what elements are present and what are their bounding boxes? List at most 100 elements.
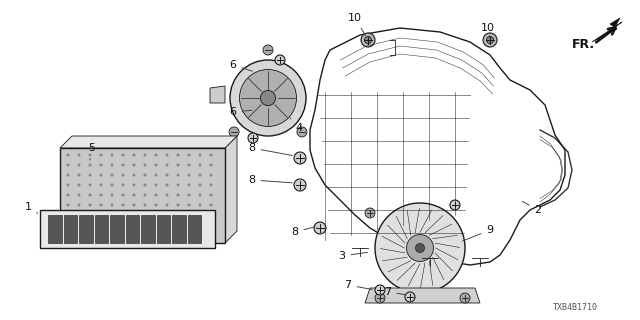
Circle shape: [154, 213, 157, 217]
Polygon shape: [225, 136, 237, 243]
Circle shape: [177, 183, 179, 187]
Text: 8: 8: [248, 175, 292, 185]
Circle shape: [143, 234, 147, 236]
Circle shape: [88, 164, 92, 166]
Circle shape: [111, 223, 113, 227]
Circle shape: [122, 183, 125, 187]
FancyBboxPatch shape: [63, 215, 77, 243]
Circle shape: [263, 45, 273, 55]
Circle shape: [365, 208, 375, 218]
Circle shape: [375, 293, 385, 303]
Circle shape: [209, 204, 212, 206]
Circle shape: [229, 127, 239, 137]
Circle shape: [122, 213, 125, 217]
FancyBboxPatch shape: [40, 210, 215, 248]
Circle shape: [188, 213, 191, 217]
Circle shape: [188, 223, 191, 227]
Circle shape: [177, 204, 179, 206]
Circle shape: [99, 164, 102, 166]
FancyBboxPatch shape: [157, 215, 170, 243]
Circle shape: [198, 234, 202, 236]
Circle shape: [99, 194, 102, 196]
Circle shape: [209, 173, 212, 177]
Circle shape: [67, 213, 70, 217]
Circle shape: [132, 223, 136, 227]
Circle shape: [166, 194, 168, 196]
Polygon shape: [365, 288, 480, 303]
Circle shape: [405, 292, 415, 302]
Circle shape: [99, 223, 102, 227]
Circle shape: [88, 183, 92, 187]
Circle shape: [132, 183, 136, 187]
Circle shape: [486, 36, 493, 44]
Text: 9: 9: [463, 225, 493, 241]
Circle shape: [198, 204, 202, 206]
Circle shape: [77, 223, 81, 227]
Circle shape: [99, 173, 102, 177]
Circle shape: [77, 164, 81, 166]
Circle shape: [188, 154, 191, 156]
Circle shape: [143, 173, 147, 177]
Circle shape: [209, 223, 212, 227]
Circle shape: [209, 164, 212, 166]
Circle shape: [77, 204, 81, 206]
FancyArrowPatch shape: [596, 28, 615, 42]
Circle shape: [122, 164, 125, 166]
Circle shape: [177, 154, 179, 156]
Text: 2: 2: [522, 201, 541, 215]
Circle shape: [294, 179, 306, 191]
Circle shape: [166, 183, 168, 187]
Circle shape: [111, 204, 113, 206]
Circle shape: [67, 183, 70, 187]
Circle shape: [483, 33, 497, 47]
Circle shape: [99, 183, 102, 187]
Circle shape: [362, 34, 374, 46]
Circle shape: [484, 34, 496, 46]
Circle shape: [198, 154, 202, 156]
Text: TXB4B1710: TXB4B1710: [552, 303, 598, 313]
Circle shape: [99, 204, 102, 206]
Circle shape: [209, 154, 212, 156]
FancyBboxPatch shape: [48, 215, 61, 243]
Circle shape: [99, 213, 102, 217]
Circle shape: [154, 164, 157, 166]
Circle shape: [122, 173, 125, 177]
Circle shape: [143, 194, 147, 196]
Circle shape: [88, 213, 92, 217]
FancyBboxPatch shape: [79, 215, 93, 243]
Circle shape: [198, 164, 202, 166]
Circle shape: [88, 194, 92, 196]
Circle shape: [177, 234, 179, 236]
FancyBboxPatch shape: [95, 215, 108, 243]
Circle shape: [209, 213, 212, 217]
Circle shape: [209, 234, 212, 236]
Circle shape: [198, 194, 202, 196]
Circle shape: [365, 36, 371, 44]
Circle shape: [143, 204, 147, 206]
Text: 1: 1: [24, 202, 38, 213]
FancyBboxPatch shape: [172, 215, 186, 243]
FancyBboxPatch shape: [125, 215, 139, 243]
Circle shape: [406, 235, 433, 261]
Circle shape: [154, 223, 157, 227]
FancyBboxPatch shape: [110, 215, 124, 243]
Text: 8: 8: [248, 143, 292, 156]
Circle shape: [275, 55, 285, 65]
FancyBboxPatch shape: [188, 215, 201, 243]
Circle shape: [248, 133, 258, 143]
Circle shape: [415, 244, 424, 252]
Circle shape: [88, 204, 92, 206]
Circle shape: [143, 154, 147, 156]
Circle shape: [198, 183, 202, 187]
Circle shape: [143, 183, 147, 187]
Polygon shape: [592, 18, 622, 42]
Circle shape: [111, 154, 113, 156]
Circle shape: [154, 194, 157, 196]
Circle shape: [67, 194, 70, 196]
Text: 7: 7: [385, 287, 405, 297]
Circle shape: [154, 154, 157, 156]
Text: 6: 6: [230, 60, 252, 71]
Circle shape: [188, 183, 191, 187]
Circle shape: [166, 223, 168, 227]
Circle shape: [132, 234, 136, 236]
